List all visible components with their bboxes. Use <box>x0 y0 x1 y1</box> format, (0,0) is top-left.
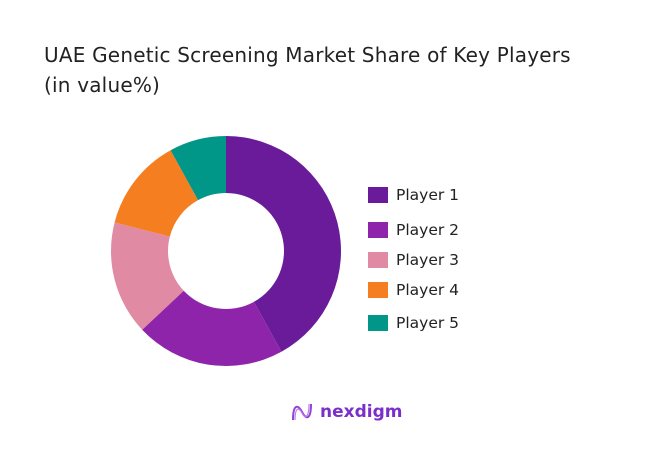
slice-player-2 <box>142 290 282 367</box>
legend-label: Player 5 <box>396 314 460 332</box>
legend-swatch <box>368 187 388 203</box>
legend-item: Player 3 <box>368 251 459 269</box>
legend-item: Player 1 <box>368 186 459 204</box>
legend-label: Player 4 <box>396 281 460 299</box>
legend-item: Player 5 <box>368 314 459 332</box>
legend-swatch <box>368 252 388 268</box>
slice-player-3 <box>110 222 184 330</box>
legend-swatch <box>368 282 388 298</box>
legend-label: Player 3 <box>396 251 460 269</box>
legend-swatch <box>368 315 388 331</box>
slice-player-5 <box>170 136 226 201</box>
legend-label: Player 1 <box>396 186 460 204</box>
chart-title-line-1: UAE Genetic Screening Market Share of Ke… <box>44 43 571 67</box>
slice-player-4 <box>114 150 199 237</box>
legend-label: Player 2 <box>396 221 460 239</box>
legend-item: Player 2 <box>368 221 459 239</box>
chart-title: UAE Genetic Screening Market Share of Ke… <box>44 40 571 100</box>
legend-item: Player 4 <box>368 281 459 299</box>
chart-title-line-2: (in value%) <box>44 73 161 97</box>
nexdigm-logo: nexdigm <box>290 400 402 424</box>
nexdigm-logo-icon <box>292 403 312 421</box>
slice-player-1 <box>226 136 341 352</box>
legend-swatch <box>368 222 388 238</box>
logo-text: nexdigm <box>320 402 403 422</box>
